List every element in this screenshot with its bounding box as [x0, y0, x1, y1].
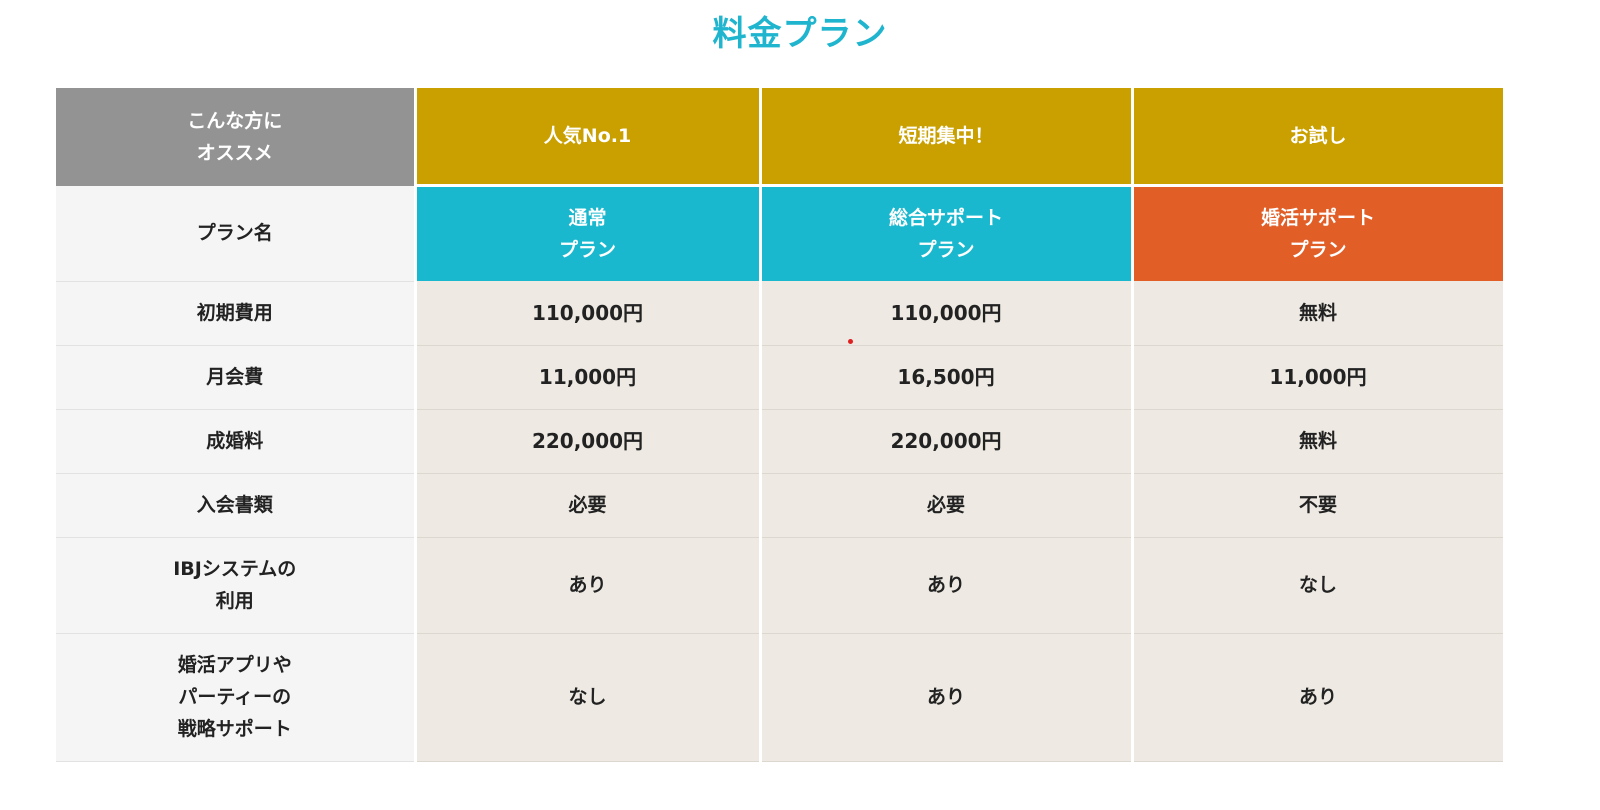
- recommend-badge-regular: 人気No.1: [413, 88, 762, 187]
- cell-value: なし: [1130, 537, 1506, 634]
- cell-value: 無料: [1130, 409, 1506, 474]
- table-row: 入会書類 必要 必要 不要: [56, 473, 1506, 538]
- cell-value: 220,000円: [413, 409, 762, 474]
- plan-name-total-support: 総合サポート プラン: [758, 185, 1134, 281]
- table-row: IBJシステムの 利用 あり あり なし: [56, 537, 1506, 634]
- row-label-monthly-fee: 月会費: [56, 345, 417, 410]
- row-label-strategy-support: 婚活アプリや パーティーの 戦略サポート: [56, 633, 417, 762]
- row-label-initial-fee: 初期費用: [56, 281, 417, 346]
- table-row: 成婚料 220,000円 220,000円 無料: [56, 409, 1506, 474]
- cell-value: あり: [1130, 633, 1506, 762]
- pricing-table: こんな方に オススメ 人気No.1 短期集中！ お試し プラン名 通常 プラン …: [56, 88, 1506, 762]
- row-label-success-fee: 成婚料: [56, 409, 417, 474]
- cell-value: なし: [413, 633, 762, 762]
- red-dot-marker: [848, 339, 853, 344]
- plan-name-konkatsu-support: 婚活サポート プラン: [1130, 185, 1506, 281]
- cell-value: 110,000円: [758, 281, 1134, 346]
- table-row: 婚活アプリや パーティーの 戦略サポート なし あり あり: [56, 633, 1506, 762]
- cell-value: あり: [758, 537, 1134, 634]
- table-row: 月会費 11,000円 16,500円 11,000円: [56, 345, 1506, 410]
- recommend-row: こんな方に オススメ 人気No.1 短期集中！ お試し: [56, 88, 1506, 187]
- cell-value: 不要: [1130, 473, 1506, 538]
- cell-value: 必要: [758, 473, 1134, 538]
- recommend-badge-total-support: 短期集中！: [758, 88, 1134, 187]
- cell-value: 16,500円: [758, 345, 1134, 410]
- cell-value: あり: [413, 537, 762, 634]
- row-label-documents: 入会書類: [56, 473, 417, 538]
- cell-value: 110,000円: [413, 281, 762, 346]
- recommend-label: こんな方に オススメ: [56, 88, 417, 186]
- cell-value: 11,000円: [1130, 345, 1506, 410]
- plan-name-row: プラン名 通常 プラン 総合サポート プラン 婚活サポート プラン: [56, 185, 1506, 282]
- cell-value: あり: [758, 633, 1134, 762]
- plan-name-regular: 通常 プラン: [413, 185, 762, 281]
- recommend-badge-trial: お試し: [1130, 88, 1506, 187]
- cell-value: 11,000円: [413, 345, 762, 410]
- cell-value: 必要: [413, 473, 762, 538]
- cell-value: 無料: [1130, 281, 1506, 346]
- plan-name-label: プラン名: [56, 185, 417, 282]
- cell-value: 220,000円: [758, 409, 1134, 474]
- table-row: 初期費用 110,000円 110,000円 無料: [56, 281, 1506, 346]
- page-title: 料金プラン: [712, 14, 888, 54]
- row-label-ibj-system: IBJシステムの 利用: [56, 537, 417, 634]
